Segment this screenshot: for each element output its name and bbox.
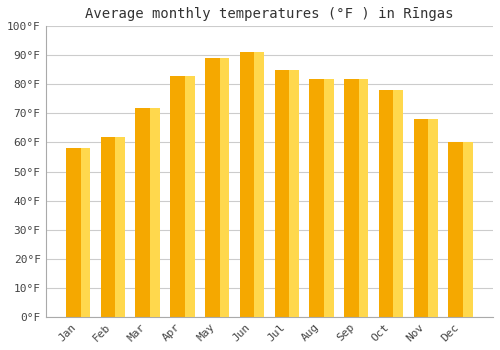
Bar: [66, 148, 90, 317]
Bar: [344, 78, 368, 317]
Bar: [324, 78, 334, 317]
Bar: [240, 52, 264, 317]
Bar: [150, 108, 160, 317]
Bar: [100, 137, 125, 317]
Bar: [289, 70, 299, 317]
Bar: [463, 142, 472, 317]
Bar: [448, 142, 472, 317]
Bar: [274, 70, 299, 317]
Bar: [254, 52, 264, 317]
Bar: [414, 119, 438, 317]
Bar: [170, 76, 194, 317]
Bar: [205, 58, 230, 317]
Bar: [220, 58, 230, 317]
Bar: [80, 148, 90, 317]
Title: Average monthly temperatures (°F ) in Rīngas: Average monthly temperatures (°F ) in Rī…: [85, 7, 454, 21]
Bar: [310, 78, 334, 317]
Bar: [379, 90, 403, 317]
Bar: [428, 119, 438, 317]
Bar: [185, 76, 194, 317]
Bar: [116, 137, 125, 317]
Bar: [136, 108, 160, 317]
Bar: [394, 90, 403, 317]
Bar: [358, 78, 368, 317]
